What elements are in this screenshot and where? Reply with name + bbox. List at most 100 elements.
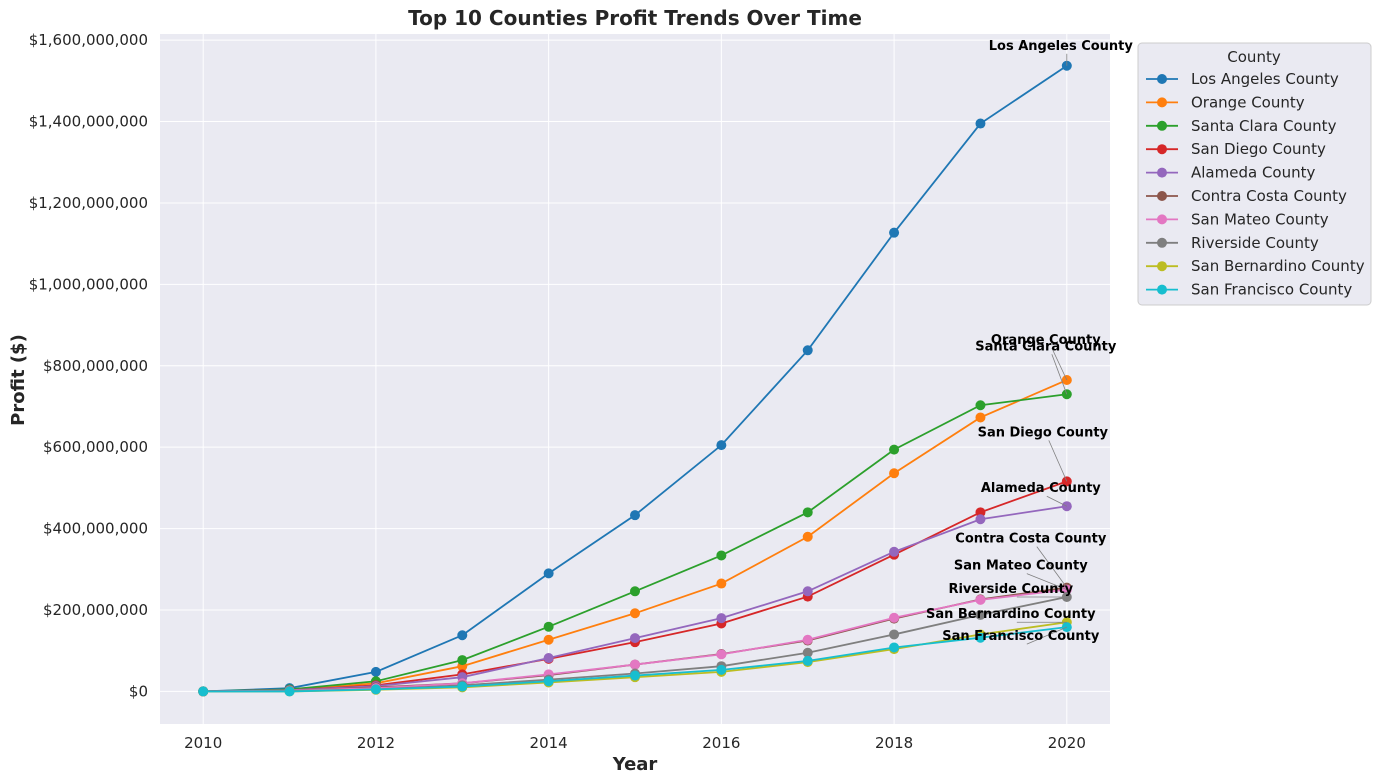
data-point — [457, 681, 468, 692]
legend-frame — [1137, 42, 1372, 306]
data-point — [975, 594, 986, 605]
annotation-label: San Bernardino County — [926, 607, 1096, 622]
data-point — [630, 608, 640, 619]
legend-label: Los Angeles County — [1191, 70, 1339, 88]
data-point — [889, 629, 900, 640]
y-tick-label: $1,400,000,000 — [29, 113, 148, 131]
legend-swatch-marker — [1157, 144, 1167, 155]
data-point — [370, 666, 381, 677]
x-tick-label: 2012 — [357, 734, 395, 752]
data-point — [284, 686, 295, 697]
y-tick-label: $1,600,000,000 — [29, 31, 148, 49]
annotation-label: Los Angeles County — [989, 39, 1134, 54]
legend-label: San Mateo County — [1191, 210, 1329, 228]
legend-label: San Diego County — [1191, 140, 1326, 158]
data-point — [457, 655, 468, 666]
data-point — [802, 507, 813, 518]
legend-swatch-marker — [1157, 237, 1167, 248]
data-point — [543, 634, 554, 645]
annotation-leader — [1026, 573, 1067, 591]
data-point — [889, 468, 900, 479]
data-point — [716, 664, 727, 675]
data-point — [630, 659, 640, 670]
data-point — [975, 514, 986, 525]
data-point — [716, 613, 727, 624]
data-point — [630, 670, 640, 681]
data-point — [802, 345, 813, 356]
legend-swatch-marker — [1157, 167, 1167, 178]
data-point — [543, 653, 554, 664]
legend: County Los Angeles County Orange County Sa… — [1137, 42, 1372, 306]
data-point — [889, 612, 900, 623]
data-point — [802, 655, 813, 666]
data-point — [716, 649, 727, 660]
data-point — [543, 676, 554, 687]
legend-label: Alameda County — [1191, 164, 1315, 182]
annotation-leader — [1036, 546, 1068, 588]
data-point — [543, 621, 554, 632]
legend-swatch-marker — [1157, 261, 1167, 272]
x-tick-label: 2016 — [702, 734, 740, 752]
data-point — [975, 632, 986, 643]
data-point — [370, 684, 381, 695]
chart-title: Top 10 Counties Profit Trends Over Time — [408, 6, 862, 30]
y-axis-title: Profit ($) — [8, 334, 29, 426]
data-point — [802, 586, 813, 597]
data-point — [543, 568, 554, 579]
legend-swatch-marker — [1157, 74, 1167, 84]
x-axis-ticks: 2010 2012 2014 2016 2018 2020 — [184, 734, 1086, 752]
legend-item: Riverside County — [1146, 234, 1319, 252]
data-point — [716, 440, 727, 451]
data-point — [630, 633, 640, 644]
legend-label: Orange County — [1191, 93, 1305, 111]
y-tick-label: $600,000,000 — [43, 438, 148, 456]
legend-label: San Francisco County — [1191, 281, 1352, 299]
grid — [160, 34, 1110, 724]
y-tick-label: $400,000,000 — [43, 520, 148, 538]
data-point — [975, 400, 986, 411]
data-point — [889, 444, 900, 455]
legend-label: Riverside County — [1191, 234, 1319, 252]
annotation-label: San Diego County — [978, 425, 1109, 440]
data-point — [975, 118, 986, 129]
legend-label: San Bernardino County — [1191, 257, 1365, 275]
legend-label: Santa Clara County — [1191, 117, 1337, 135]
annotation-leader — [1048, 440, 1068, 482]
data-point — [802, 531, 813, 542]
annotation-label: San Mateo County — [954, 559, 1088, 574]
annotation-label: San Francisco County — [942, 629, 1100, 644]
annotation-label: Orange County — [991, 333, 1101, 348]
x-tick-label: 2020 — [1048, 734, 1086, 752]
legend-swatch-marker — [1157, 97, 1167, 108]
legend-item: Alameda County — [1146, 164, 1315, 182]
y-tick-label: $200,000,000 — [43, 601, 148, 619]
y-tick-label: $1,200,000,000 — [29, 194, 148, 212]
y-tick-label: $0 — [129, 682, 148, 700]
legend-item: San Francisco County — [1146, 281, 1352, 299]
data-point — [716, 578, 727, 589]
annotation-leader — [1051, 354, 1068, 395]
annotation-leader — [1026, 626, 1067, 645]
legend-item: Los Angeles County — [1146, 70, 1339, 88]
legend-item: Santa Clara County — [1146, 117, 1337, 135]
data-point — [630, 510, 640, 521]
data-point — [975, 412, 986, 423]
y-axis-ticks: $0 $200,000,000 $400,000,000 $600,000,000 $8… — [29, 31, 148, 700]
legend-item: San Bernardino County — [1146, 257, 1365, 275]
annotation-label: Santa Clara County — [975, 339, 1117, 354]
series-san-francisco-county — [198, 622, 1072, 697]
data-point — [975, 609, 986, 620]
x-tick-label: 2014 — [530, 734, 568, 752]
annotation-leader — [1046, 495, 1067, 507]
legend-swatch-marker — [1157, 191, 1167, 201]
legend-item: Orange County — [1146, 93, 1305, 111]
legend-swatch-marker — [1157, 284, 1167, 295]
legend-items: Los Angeles County Orange County Santa Cla… — [1146, 70, 1365, 299]
x-tick-label: 2018 — [875, 734, 913, 752]
data-point — [716, 550, 727, 561]
data-point — [630, 586, 640, 597]
data-point — [889, 642, 900, 653]
data-point — [802, 647, 813, 658]
x-tick-label: 2010 — [184, 734, 222, 752]
